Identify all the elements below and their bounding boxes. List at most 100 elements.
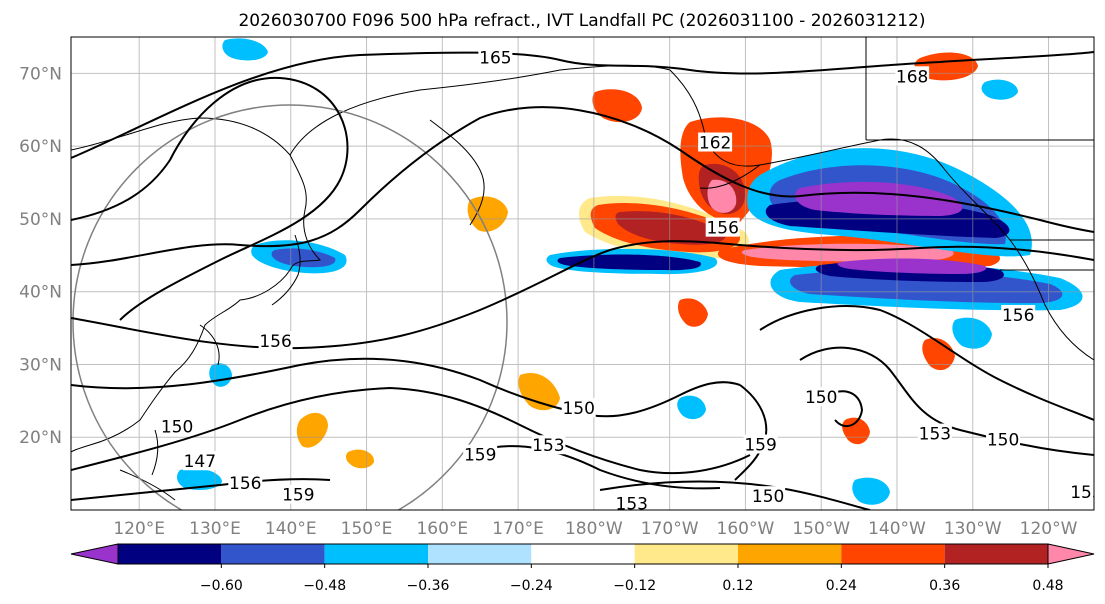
contour-label: 159 <box>464 446 496 466</box>
contour-label-bg <box>1069 481 1094 501</box>
contour-label: 165 <box>479 48 511 68</box>
positive-anomaly-region <box>592 89 642 123</box>
negative-anomaly-region <box>677 395 706 420</box>
latitude-labels: 70°N 60°N 50°N 40°N 30°N 20°N <box>19 64 62 448</box>
negative-anomaly-region <box>557 254 701 271</box>
colorbar-bin <box>841 544 945 564</box>
contour-label-bg <box>182 451 217 471</box>
negative-anomaly-region <box>795 181 963 216</box>
colorbar-tick-label: 0.48 <box>1032 578 1063 594</box>
colorbar-tick-label: −0.24 <box>510 578 553 594</box>
gridlines <box>71 37 1094 510</box>
lon-label: 130°W <box>944 519 1002 539</box>
contour-label: 159 <box>744 436 776 456</box>
contour-label-bg <box>895 66 930 86</box>
negative-anomaly-region <box>837 258 987 274</box>
contour-label-bg <box>614 493 649 510</box>
colorbar-bin <box>634 544 738 564</box>
lon-label: 160°W <box>717 519 775 539</box>
contour-label-bg <box>917 423 952 443</box>
contour-label: 156 <box>706 219 738 239</box>
colorbar-bin <box>324 544 428 564</box>
lat-label: 30°N <box>19 355 62 375</box>
colorbar-tick-label: −0.12 <box>613 578 656 594</box>
colorbar-bin <box>118 544 222 564</box>
contour-label: 153 <box>532 436 564 456</box>
lon-label: 150°E <box>341 519 393 539</box>
lon-label: 180°W <box>565 519 623 539</box>
contour-label: 162 <box>699 134 731 154</box>
negative-anomaly-region <box>852 477 890 505</box>
contour-label: 150 <box>562 399 594 419</box>
positive-anomaly-region <box>678 298 708 327</box>
colorbar-bin <box>531 544 635 564</box>
map-panel: 165 168 162 156 156 150 147 156 159 159 153 150 153 1… <box>71 37 1102 514</box>
contour-label-bg <box>531 435 566 455</box>
lon-label: 120°W <box>1020 519 1078 539</box>
contour-label-bg <box>258 331 293 351</box>
longitude-labels: 120°E 130°E 140°E 150°E 160°E 170°E 180°W 170°W… <box>113 519 1077 539</box>
colorbar-bin <box>944 544 1048 564</box>
contour-label: 156 <box>1002 306 1034 326</box>
colorbar-tick-label: −0.36 <box>407 578 450 594</box>
contour-label: 150 <box>752 487 784 507</box>
colorbar-bin <box>428 544 532 564</box>
lon-label: 160°E <box>416 519 468 539</box>
positive-anomaly-region <box>707 179 737 213</box>
contour-label-bg <box>698 132 733 152</box>
contour-labels: 165 168 162 156 156 150 147 156 159 159 153 150 153 1… <box>160 47 1102 514</box>
contour-label: 153 <box>616 494 648 514</box>
contour-label-bg <box>804 387 839 407</box>
contour-label: 156 <box>229 474 261 494</box>
contour-label: 150 <box>987 430 1019 450</box>
positive-anomaly-region <box>615 211 726 245</box>
lat-label: 70°N <box>19 64 62 84</box>
contour-label-bg <box>751 486 786 506</box>
contour-label: 168 <box>896 67 928 87</box>
contour-label-bg <box>281 484 316 504</box>
contour-label-bg <box>463 444 498 464</box>
positive-anomaly-region <box>467 196 508 232</box>
contour-label: 159 <box>282 486 314 506</box>
contour-label: 150 <box>805 388 837 408</box>
lat-label: 40°N <box>19 283 62 303</box>
negative-anomaly-region <box>271 248 336 268</box>
contour-label-bg <box>705 217 740 237</box>
colorbar-extend-low <box>70 543 119 565</box>
lon-label: 170°W <box>641 519 699 539</box>
colorbar-tick-label: 0.36 <box>929 578 960 594</box>
colorbar-tick-label: −0.60 <box>200 578 243 594</box>
contour-label-bg <box>1001 304 1036 324</box>
lon-label: 170°E <box>492 519 544 539</box>
colorbar-bin <box>221 544 325 564</box>
contour-label: 147 <box>184 452 216 472</box>
ivt-shading <box>177 38 1083 505</box>
lon-label: 120°E <box>113 519 165 539</box>
contour-label-bg <box>478 47 513 67</box>
negative-anomaly-region <box>981 79 1018 100</box>
lat-label: 60°N <box>19 137 62 157</box>
negative-anomaly-region <box>222 38 268 61</box>
colorbar-extend-high <box>1047 543 1095 565</box>
map-frame <box>70 36 1095 511</box>
colorbar: −0.60 −0.48 −0.36 −0.24 −0.12 0.12 0.24 0.36 0.4… <box>70 543 1095 594</box>
contour-label-bg <box>561 398 596 418</box>
negative-anomaly-region <box>952 317 992 349</box>
figure-title: 2026030700 F096 500 hPa refract., IVT La… <box>238 11 925 31</box>
positive-anomaly-region <box>922 337 955 371</box>
lon-label: 150°W <box>792 519 850 539</box>
distance-ring <box>72 104 508 510</box>
lon-label: 130°E <box>189 519 241 539</box>
colorbar-bin <box>738 544 842 564</box>
contour-label-bg <box>986 429 1021 449</box>
contour-label: 153 <box>1070 483 1102 503</box>
contour-label: 150 <box>161 417 193 437</box>
contour-label-bg <box>160 416 195 436</box>
lon-label: 140°E <box>265 519 317 539</box>
colorbar-tick-label: −0.48 <box>303 578 346 594</box>
contour-label-bg <box>743 434 778 454</box>
lat-label: 20°N <box>19 428 62 448</box>
contour-label: 156 <box>259 332 291 352</box>
colorbar-tick-label: 0.12 <box>722 578 753 594</box>
